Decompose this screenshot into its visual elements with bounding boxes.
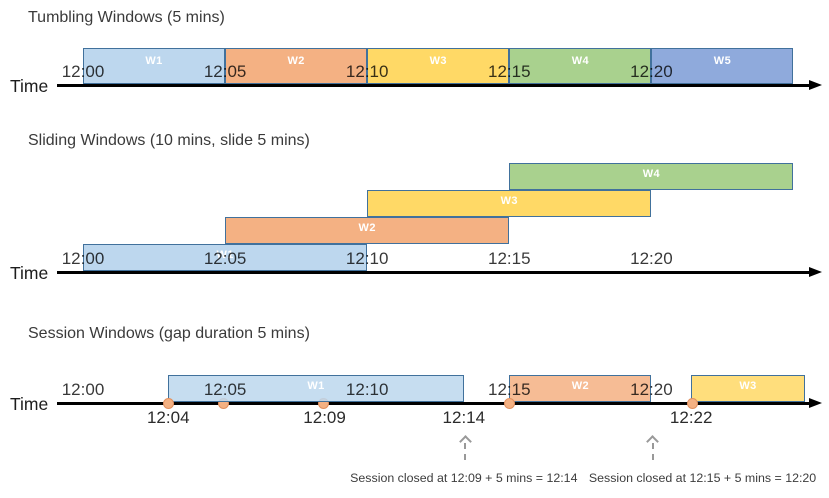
time-axis-arrowhead-icon bbox=[809, 266, 822, 277]
time-axis-line bbox=[57, 402, 809, 405]
time-axis-line bbox=[57, 271, 809, 274]
event-dot bbox=[687, 397, 699, 409]
arrowhead-up-icon bbox=[458, 435, 472, 448]
window-label-w3: W3 bbox=[429, 55, 447, 67]
event-dot bbox=[162, 397, 174, 409]
tumbling-window-w3 bbox=[367, 48, 510, 84]
session-closed-note-1: Session closed at 12:09 + 5 mins = 12:14 bbox=[350, 471, 578, 485]
dashed-stem bbox=[464, 443, 467, 460]
session-closed-arrow-icon bbox=[646, 435, 660, 460]
window-label-w5: W5 bbox=[713, 55, 732, 67]
session-window-w2 bbox=[509, 375, 652, 402]
arrowhead-up-icon bbox=[646, 435, 660, 448]
event-time-label-12-22: 12:22 bbox=[669, 408, 713, 427]
window-label-w2: W2 bbox=[287, 55, 305, 67]
tumbling-window-w2 bbox=[225, 48, 368, 84]
window-label-w2: W2 bbox=[358, 222, 376, 234]
tick-label-12-15: 12:15 bbox=[488, 62, 531, 81]
window-label-w4: W4 bbox=[642, 168, 661, 180]
window-label-w4: W4 bbox=[571, 55, 589, 67]
tick-label-12-05: 12:05 bbox=[203, 380, 247, 399]
event-time-label-12-14: 12:14 bbox=[442, 408, 486, 427]
tumbling-diagram-title: Tumbling Windows (5 mins) bbox=[28, 9, 225, 26]
window-label-w3: W3 bbox=[500, 195, 518, 207]
tick-label-12-00: 12:00 bbox=[61, 380, 105, 399]
tick-label-12-00: 12:00 bbox=[61, 62, 105, 81]
tick-label-12-05: 12:05 bbox=[203, 249, 247, 268]
tick-label-12-15: 12:15 bbox=[488, 249, 531, 268]
sliding-diagram-title: Sliding Windows (10 mins, slide 5 mins) bbox=[28, 132, 310, 149]
time-axis-arrowhead-icon bbox=[809, 397, 822, 408]
window-label-w1: W1 bbox=[216, 249, 234, 261]
tumbling-window-w5 bbox=[651, 48, 794, 84]
tick-label-12-20: 12:20 bbox=[630, 249, 673, 268]
tick-label-12-10: 12:10 bbox=[345, 380, 389, 399]
session-closed-note-2: Session closed at 12:15 + 5 mins = 12:20 bbox=[588, 471, 817, 485]
session-window-w1 bbox=[168, 375, 464, 402]
time-axis-arrowhead-icon bbox=[809, 79, 822, 90]
tick-label-12-10: 12:10 bbox=[345, 62, 389, 81]
sliding-window-w1 bbox=[83, 244, 368, 271]
dashed-stem bbox=[651, 443, 654, 460]
sliding-window-w4 bbox=[509, 163, 794, 190]
sliding-window-w3 bbox=[367, 190, 652, 217]
session-closed-arrow-icon bbox=[458, 435, 472, 460]
tick-label-12-20: 12:20 bbox=[630, 380, 673, 399]
window-label-w2: W2 bbox=[571, 380, 589, 392]
tumbling-window-w4 bbox=[509, 48, 652, 84]
window-label-w1: W1 bbox=[307, 380, 325, 392]
sliding-window-w2 bbox=[225, 217, 510, 244]
time-axis-label: Time bbox=[10, 76, 49, 96]
session-diagram-title: Session Windows (gap duration 5 mins) bbox=[28, 325, 310, 342]
tumbling-window-w1 bbox=[83, 48, 226, 84]
session-window-w3 bbox=[691, 375, 805, 402]
tick-label-12-15: 12:15 bbox=[488, 380, 531, 399]
time-axis-line bbox=[57, 84, 809, 87]
tick-label-12-05: 12:05 bbox=[203, 62, 247, 81]
tick-label-12-00: 12:00 bbox=[61, 249, 105, 268]
event-time-label-12-04: 12:04 bbox=[146, 408, 190, 427]
time-axis-label: Time bbox=[10, 263, 49, 283]
event-dot bbox=[503, 397, 515, 409]
time-axis-label: Time bbox=[10, 394, 49, 414]
event-time-label-12-09: 12:09 bbox=[303, 408, 346, 427]
tick-label-12-20: 12:20 bbox=[630, 62, 673, 81]
window-label-w3: W3 bbox=[739, 380, 757, 392]
tick-label-12-10: 12:10 bbox=[345, 249, 389, 268]
window-label-w1: W1 bbox=[145, 55, 163, 67]
